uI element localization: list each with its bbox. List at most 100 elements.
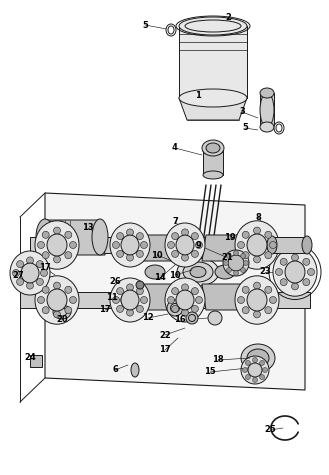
Ellipse shape xyxy=(165,223,205,267)
Ellipse shape xyxy=(137,287,143,294)
Ellipse shape xyxy=(145,265,165,279)
Ellipse shape xyxy=(36,219,54,255)
Ellipse shape xyxy=(240,254,245,258)
Ellipse shape xyxy=(252,358,258,362)
Ellipse shape xyxy=(242,307,249,314)
Ellipse shape xyxy=(110,223,150,267)
Ellipse shape xyxy=(35,221,79,269)
Ellipse shape xyxy=(42,252,49,259)
Ellipse shape xyxy=(275,268,283,276)
Bar xyxy=(260,93,274,127)
Polygon shape xyxy=(132,235,178,261)
Ellipse shape xyxy=(65,307,72,314)
Ellipse shape xyxy=(37,278,43,285)
Text: 11: 11 xyxy=(106,294,118,303)
Ellipse shape xyxy=(47,289,67,311)
Ellipse shape xyxy=(243,260,248,266)
Text: 27: 27 xyxy=(12,270,24,279)
Ellipse shape xyxy=(167,296,174,304)
Ellipse shape xyxy=(167,300,183,316)
Ellipse shape xyxy=(140,296,147,304)
Ellipse shape xyxy=(252,378,258,382)
Ellipse shape xyxy=(254,311,261,318)
Ellipse shape xyxy=(10,251,50,295)
Ellipse shape xyxy=(172,287,179,294)
Ellipse shape xyxy=(267,236,277,254)
Ellipse shape xyxy=(248,363,262,377)
Ellipse shape xyxy=(42,286,49,294)
Text: 10: 10 xyxy=(169,270,181,279)
Ellipse shape xyxy=(226,254,231,258)
Ellipse shape xyxy=(65,231,72,238)
Ellipse shape xyxy=(235,221,279,269)
Ellipse shape xyxy=(54,256,61,263)
Ellipse shape xyxy=(176,290,194,310)
Text: 7: 7 xyxy=(172,218,178,227)
Ellipse shape xyxy=(238,296,244,304)
Ellipse shape xyxy=(245,375,250,380)
Ellipse shape xyxy=(191,250,198,257)
Ellipse shape xyxy=(16,261,24,267)
Bar xyxy=(272,237,307,253)
Ellipse shape xyxy=(21,263,39,283)
Ellipse shape xyxy=(179,89,247,107)
Ellipse shape xyxy=(116,287,124,294)
Ellipse shape xyxy=(126,309,134,316)
Text: 3: 3 xyxy=(239,107,245,116)
Ellipse shape xyxy=(113,241,119,248)
Ellipse shape xyxy=(69,296,77,304)
Ellipse shape xyxy=(195,241,203,248)
Ellipse shape xyxy=(291,283,298,290)
Ellipse shape xyxy=(136,281,144,289)
Ellipse shape xyxy=(113,296,119,304)
Ellipse shape xyxy=(182,309,189,316)
Ellipse shape xyxy=(176,235,194,255)
Ellipse shape xyxy=(121,235,139,255)
Ellipse shape xyxy=(179,17,247,35)
Ellipse shape xyxy=(182,284,189,291)
Text: 13: 13 xyxy=(82,224,94,232)
Ellipse shape xyxy=(234,250,239,256)
Ellipse shape xyxy=(240,267,245,273)
Text: 17: 17 xyxy=(99,305,111,314)
Ellipse shape xyxy=(54,282,61,289)
Text: 1: 1 xyxy=(195,91,201,99)
Ellipse shape xyxy=(265,286,272,294)
Polygon shape xyxy=(202,235,248,261)
Ellipse shape xyxy=(241,344,275,372)
Bar xyxy=(30,355,42,367)
Ellipse shape xyxy=(110,278,150,322)
Ellipse shape xyxy=(234,270,239,276)
Ellipse shape xyxy=(37,261,43,267)
Ellipse shape xyxy=(54,227,61,234)
Text: 19: 19 xyxy=(224,234,236,243)
Ellipse shape xyxy=(183,262,213,282)
Ellipse shape xyxy=(53,305,71,319)
Polygon shape xyxy=(202,284,248,310)
Ellipse shape xyxy=(203,171,223,179)
Ellipse shape xyxy=(166,24,176,36)
Bar xyxy=(203,151,223,175)
Ellipse shape xyxy=(35,276,79,324)
Text: 17: 17 xyxy=(39,264,51,273)
Ellipse shape xyxy=(69,241,77,248)
Text: 20: 20 xyxy=(56,315,68,324)
Ellipse shape xyxy=(186,312,198,324)
Ellipse shape xyxy=(263,368,267,372)
Text: 21: 21 xyxy=(221,254,233,263)
Text: 23: 23 xyxy=(259,267,271,276)
Text: 5: 5 xyxy=(142,20,148,29)
Ellipse shape xyxy=(172,233,179,239)
Text: 10: 10 xyxy=(151,250,163,259)
Text: 12: 12 xyxy=(142,314,154,323)
Text: 24: 24 xyxy=(24,353,36,362)
Text: 5: 5 xyxy=(242,124,248,133)
Text: 8: 8 xyxy=(255,212,261,221)
Ellipse shape xyxy=(242,286,249,294)
Ellipse shape xyxy=(254,256,261,263)
Ellipse shape xyxy=(190,266,206,277)
Ellipse shape xyxy=(247,349,269,367)
Ellipse shape xyxy=(245,361,250,365)
Ellipse shape xyxy=(235,276,279,324)
Ellipse shape xyxy=(182,229,189,236)
